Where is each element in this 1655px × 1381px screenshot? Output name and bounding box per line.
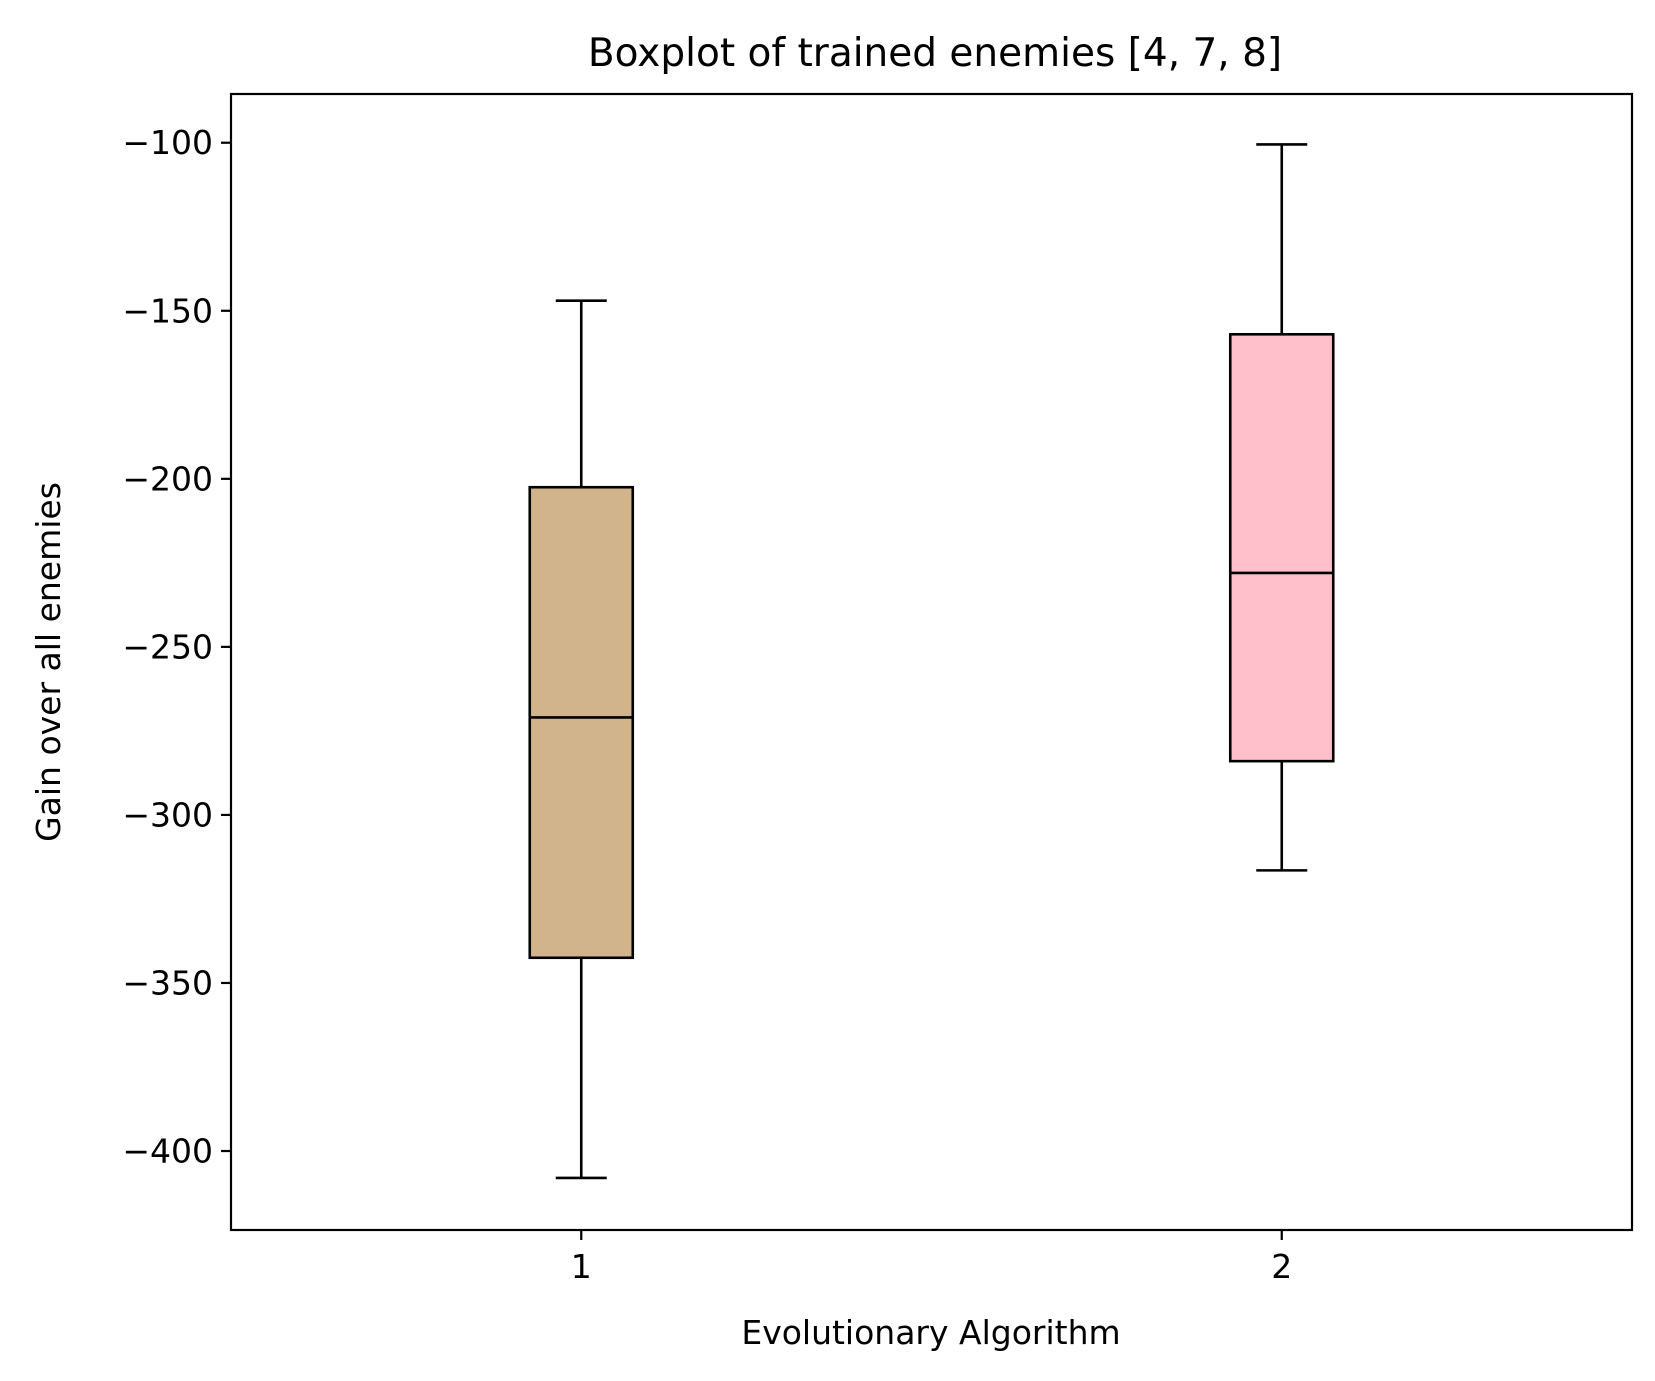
plot-marks [528,143,1335,1180]
box-1 [528,299,635,1180]
x-axis-label: Evolutionary Algorithm [741,1313,1120,1352]
y-tick-label: −200 [122,459,213,498]
y-tick-label: −300 [122,795,213,834]
y-tick-label: −150 [122,291,213,330]
y-tick-label: −250 [122,627,213,666]
y-axis: −100 −150 −200 −250 −300 −350 −400 [122,123,231,1171]
iqr-box [528,485,635,960]
y-tick-label: −400 [122,1132,213,1171]
chart-title: Boxplot of trained enemies [4, 7, 8] [588,31,1282,76]
x-tick-label: 2 [1271,1247,1292,1286]
iqr-box [1228,333,1335,763]
x-tick-label: 1 [571,1247,592,1286]
y-axis-label: Gain over all enemies [29,482,68,842]
box-2 [1228,143,1335,872]
y-tick-label: −100 [122,123,213,162]
plot-frame [229,92,1634,1232]
y-tick-label: −350 [122,963,213,1002]
